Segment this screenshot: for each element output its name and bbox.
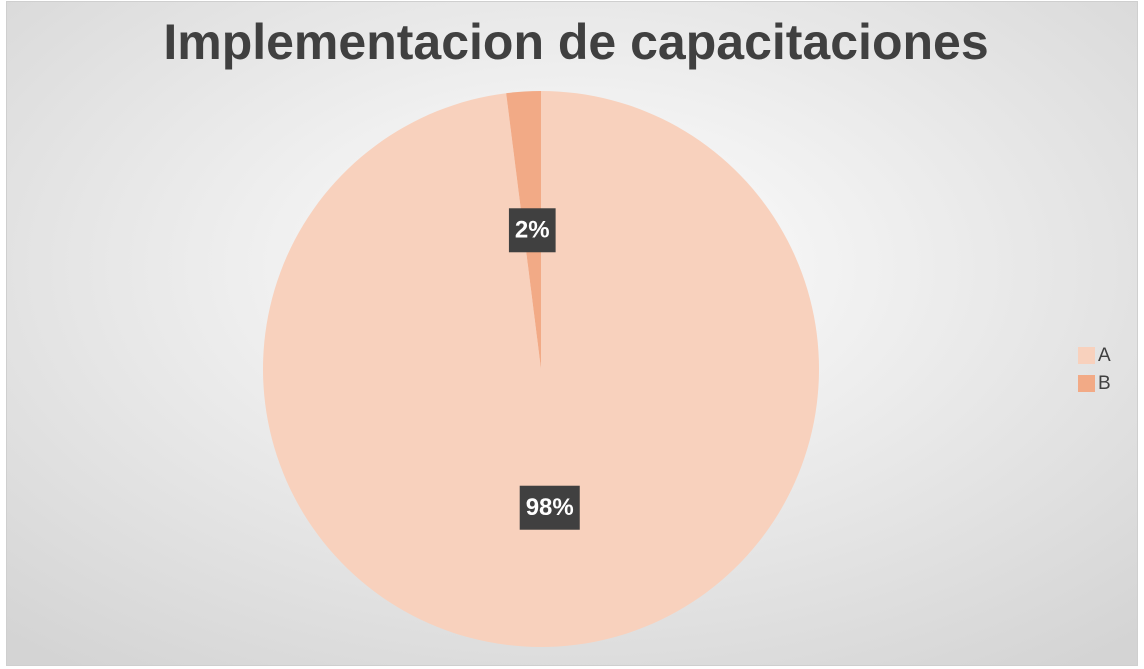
data-label: 2%: [508, 208, 556, 253]
chart-title: Implementacion de capacitaciones: [163, 14, 988, 70]
data-label: 98%: [519, 485, 580, 530]
data-labels: 98% 2%: [508, 208, 580, 530]
pie: [263, 91, 820, 647]
legend-label: B: [1098, 373, 1111, 394]
data-label-box: [508, 208, 556, 253]
data-label-text: 98%: [526, 494, 574, 521]
data-label-text: 2%: [515, 217, 550, 244]
legend-swatch: [1078, 347, 1095, 364]
legend: AB: [1078, 345, 1111, 394]
data-label-box: [519, 485, 580, 530]
legend-label: A: [1098, 345, 1111, 366]
legend-swatch: [1078, 375, 1095, 392]
